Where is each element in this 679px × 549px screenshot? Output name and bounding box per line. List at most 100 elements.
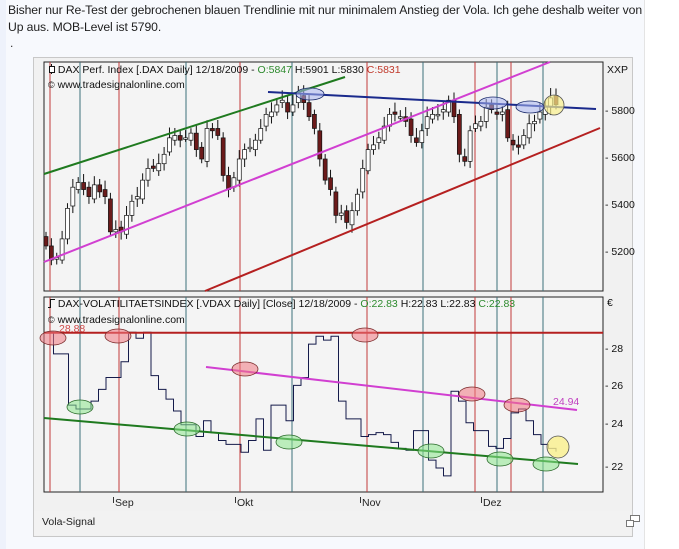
candle-body bbox=[81, 182, 86, 190]
copyright-icon: © bbox=[48, 315, 55, 325]
vola-peak-marker bbox=[104, 328, 132, 344]
candle-body bbox=[145, 168, 151, 181]
vola-panel-header: DAX-VOLATILITAETSINDEX [.VDAX Daily] [Cl… bbox=[48, 298, 515, 310]
vola-step-line bbox=[46, 331, 557, 477]
vola-source-text: www.tradesignalonline.com bbox=[57, 314, 185, 326]
candle-body bbox=[494, 111, 500, 115]
price-retest-marker bbox=[515, 100, 545, 114]
vola-tick-28: - 28 bbox=[605, 343, 624, 355]
step-line-icon bbox=[48, 298, 55, 308]
candle-icon bbox=[48, 64, 55, 74]
candle-body bbox=[381, 125, 387, 141]
candle-body bbox=[392, 111, 398, 115]
candle-body bbox=[220, 137, 226, 176]
candle-body bbox=[97, 184, 103, 193]
price-tick-5400: - 5400 bbox=[605, 199, 635, 211]
price-source: © www.tradesignalonline.com bbox=[48, 79, 185, 91]
price-panel-header: DAX Perf. Index [.DAX Daily] 12/18/2009 … bbox=[48, 64, 401, 76]
signal-ellipses bbox=[39, 87, 570, 472]
candle-body bbox=[419, 130, 425, 143]
candle-body bbox=[269, 111, 274, 118]
vola-trough-marker bbox=[417, 443, 445, 459]
candle-body bbox=[215, 128, 221, 136]
candle-body bbox=[113, 229, 119, 233]
candle-body bbox=[290, 104, 296, 113]
candle-body bbox=[156, 163, 162, 172]
candle-body bbox=[473, 123, 478, 129]
price-low: L:5830 bbox=[328, 64, 364, 76]
vola-resistance-label: 28.88 bbox=[59, 323, 86, 335]
candle-body bbox=[397, 116, 403, 119]
vola-panel bbox=[43, 296, 604, 493]
candle-body bbox=[521, 135, 527, 146]
candle-body bbox=[285, 102, 290, 113]
candle-body bbox=[516, 144, 521, 148]
vola-peak-marker bbox=[351, 327, 379, 343]
vola-close: C:22.83 bbox=[475, 298, 516, 310]
candle-body bbox=[344, 210, 349, 223]
x-label-okt: Okt bbox=[235, 497, 253, 509]
candle-body bbox=[124, 215, 129, 235]
vola-trough-marker bbox=[275, 434, 303, 450]
candle-body bbox=[483, 106, 489, 122]
price-axis-unit: XXP bbox=[607, 64, 629, 76]
candle-body bbox=[505, 109, 511, 139]
candle-body bbox=[322, 158, 328, 181]
candle-body bbox=[467, 130, 473, 162]
vola-tick-label: 26 bbox=[611, 380, 624, 392]
candle-body bbox=[360, 168, 366, 193]
vola-tick-24: - 24 bbox=[605, 418, 624, 430]
candle-body bbox=[526, 123, 532, 139]
candle-body bbox=[424, 116, 430, 129]
vola-low: L:22.83 bbox=[437, 298, 476, 310]
candle-body bbox=[140, 179, 145, 200]
candle-body bbox=[70, 186, 76, 207]
price-current-marker bbox=[543, 94, 565, 116]
candle-body bbox=[108, 198, 113, 233]
candle-body bbox=[43, 236, 49, 247]
candle-body bbox=[333, 191, 339, 216]
post-text: Bisher nur Re-Test der gebrochenen blaue… bbox=[8, 2, 678, 36]
candle-body bbox=[183, 137, 188, 140]
candle-body bbox=[328, 177, 333, 190]
candle-body bbox=[408, 118, 414, 136]
price-tick-label: 5400 bbox=[611, 199, 635, 211]
candle-body bbox=[510, 139, 516, 146]
vertical-signal-lines bbox=[49, 62, 544, 492]
candle-body bbox=[247, 146, 253, 150]
restore-window-icon[interactable] bbox=[626, 515, 640, 527]
vola-open: O:22.83 bbox=[360, 298, 398, 310]
candle-body bbox=[532, 121, 537, 125]
candle-body bbox=[91, 184, 97, 200]
x-label-sep: Sep bbox=[113, 497, 134, 509]
candle-body bbox=[462, 156, 468, 162]
candle-body bbox=[102, 189, 108, 197]
price-tick-label: 5600 bbox=[611, 152, 635, 164]
candle-body bbox=[65, 208, 70, 240]
candle-body bbox=[210, 128, 215, 132]
candle-body bbox=[86, 186, 92, 197]
vola-source: © www.tradesignalonline.com bbox=[48, 314, 185, 326]
candle-body bbox=[134, 196, 140, 200]
candle-body bbox=[263, 113, 269, 127]
right-margin bbox=[644, 0, 679, 549]
vola-peak-marker bbox=[458, 386, 486, 402]
x-label-dez: Dez bbox=[481, 497, 502, 509]
vola-tick-label: 24 bbox=[611, 418, 624, 430]
candle-body bbox=[151, 165, 156, 169]
candle-body bbox=[167, 137, 172, 153]
candle-body bbox=[317, 130, 323, 160]
month-label: Okt bbox=[237, 497, 254, 509]
candle-body bbox=[430, 113, 435, 120]
candle-body bbox=[279, 99, 285, 103]
vola-trough-marker bbox=[532, 456, 560, 472]
candle-body bbox=[446, 99, 451, 113]
x-label-nov: Nov bbox=[360, 497, 381, 509]
copyright-icon: © bbox=[48, 80, 55, 90]
vola-peak-marker bbox=[231, 361, 259, 377]
price-retest-marker bbox=[295, 87, 325, 101]
candle-body bbox=[312, 113, 317, 129]
post-text-line-2: Up aus. MOB-Level ist 5790. bbox=[8, 20, 162, 34]
candle-body bbox=[188, 132, 194, 141]
